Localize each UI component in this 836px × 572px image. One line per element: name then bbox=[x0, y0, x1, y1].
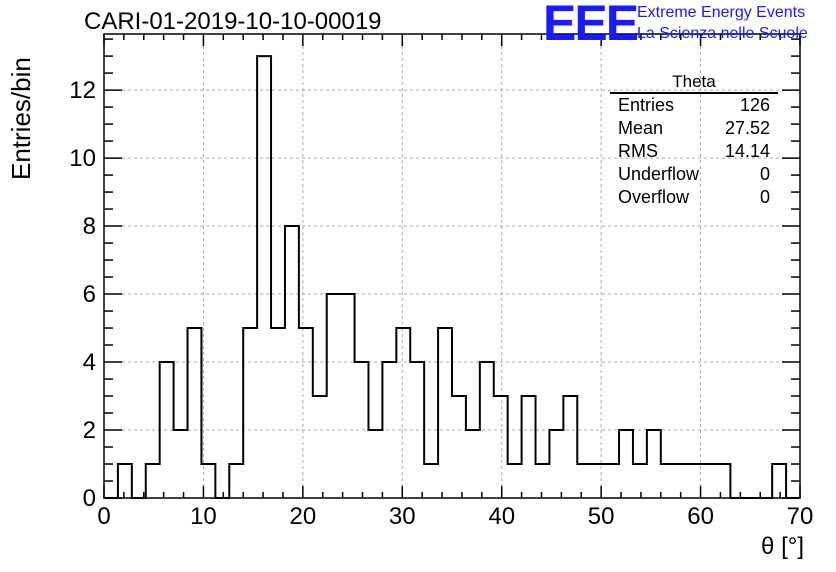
histogram-bin bbox=[341, 294, 355, 498]
stats-value: 126 bbox=[739, 95, 770, 115]
histogram-bin bbox=[577, 464, 591, 498]
histogram-bin bbox=[772, 464, 786, 498]
histogram-bin bbox=[480, 362, 494, 498]
x-axis-label: θ [°] bbox=[761, 533, 804, 560]
stats-title: Theta bbox=[610, 72, 778, 94]
histogram-bin bbox=[229, 464, 243, 498]
y-tick-label: 4 bbox=[83, 349, 96, 376]
histogram-bin bbox=[661, 464, 675, 498]
histogram-bin bbox=[716, 464, 730, 498]
logo-line-2: La Scienza nelle Scuole bbox=[637, 25, 808, 42]
stats-row-mean: Mean 27.52 bbox=[610, 117, 778, 140]
stats-value: 0 bbox=[759, 187, 770, 207]
histogram-bin bbox=[522, 396, 536, 498]
stats-value: 0 bbox=[759, 164, 770, 184]
stats-row-underflow: Underflow 0 bbox=[610, 163, 778, 186]
stats-row-entries: Entries 126 bbox=[610, 94, 778, 117]
eee-logo: EEE bbox=[543, 0, 639, 51]
stats-label: Mean bbox=[618, 118, 664, 138]
plot-frame bbox=[103, 33, 801, 499]
histogram-bin bbox=[257, 56, 271, 498]
y-tick-label: 8 bbox=[83, 213, 96, 240]
histogram-bin bbox=[591, 464, 605, 498]
histogram-bin bbox=[508, 464, 522, 498]
stats-box: Theta Entries 126 Mean 27.52 RMS 14.14 U… bbox=[610, 72, 778, 209]
histogram-bin bbox=[188, 328, 202, 498]
x-tick-label: 50 bbox=[588, 503, 615, 530]
histogram-bin bbox=[452, 396, 466, 498]
histogram-bin bbox=[494, 396, 508, 498]
x-tick-label: 70 bbox=[787, 503, 814, 530]
histogram-bin bbox=[675, 464, 689, 498]
stats-label: Underflow bbox=[618, 164, 700, 184]
stats-value: 27.52 bbox=[724, 118, 770, 138]
histogram-bin bbox=[368, 430, 382, 498]
x-tick-label: 0 bbox=[97, 503, 110, 530]
stats-label: Overflow bbox=[618, 187, 690, 207]
stats-row-rms: RMS 14.14 bbox=[610, 140, 778, 163]
histogram-bin bbox=[438, 328, 452, 498]
x-tick-label: 20 bbox=[290, 503, 317, 530]
histogram-bin bbox=[647, 430, 661, 498]
stats-row-overflow: Overflow 0 bbox=[610, 186, 778, 209]
x-tick-label: 40 bbox=[488, 503, 515, 530]
histogram-bin bbox=[313, 396, 327, 498]
histogram-bin bbox=[563, 396, 577, 498]
y-tick-label: 12 bbox=[69, 77, 96, 104]
stats-value: 14.14 bbox=[724, 141, 770, 161]
histogram-bin bbox=[327, 294, 341, 498]
histogram-bin bbox=[466, 430, 480, 498]
histogram-bin bbox=[118, 464, 132, 498]
x-tick-label: 60 bbox=[687, 503, 714, 530]
y-tick-label: 2 bbox=[83, 417, 96, 444]
histogram-bin bbox=[174, 430, 188, 498]
stats-label: RMS bbox=[618, 141, 658, 161]
histogram-outline bbox=[104, 55, 800, 499]
histogram-bin bbox=[396, 328, 410, 498]
histogram-bin bbox=[271, 328, 285, 498]
x-tick-label: 10 bbox=[190, 503, 217, 530]
y-tick-label: 6 bbox=[83, 281, 96, 308]
histogram-bin bbox=[146, 464, 160, 498]
histogram-bin bbox=[549, 430, 563, 498]
chart-title: CARI-01-2019-10-10-00019 bbox=[84, 8, 382, 35]
x-tick-label: 30 bbox=[389, 503, 416, 530]
y-axis-label: Entries/bin bbox=[6, 57, 36, 180]
histogram-bin bbox=[703, 464, 717, 498]
logo-line-1: Extreme Energy Events bbox=[637, 4, 806, 21]
histogram-bin bbox=[536, 464, 550, 498]
histogram-bin bbox=[299, 328, 313, 498]
histogram-bin bbox=[633, 464, 647, 498]
y-tick-label: 10 bbox=[69, 145, 96, 172]
histogram-bin bbox=[605, 464, 619, 498]
y-tick-label: 0 bbox=[83, 485, 96, 512]
histogram-bin bbox=[619, 430, 633, 498]
histogram-bin bbox=[424, 464, 438, 498]
histogram-bin bbox=[243, 328, 257, 498]
stats-label: Entries bbox=[618, 95, 675, 115]
